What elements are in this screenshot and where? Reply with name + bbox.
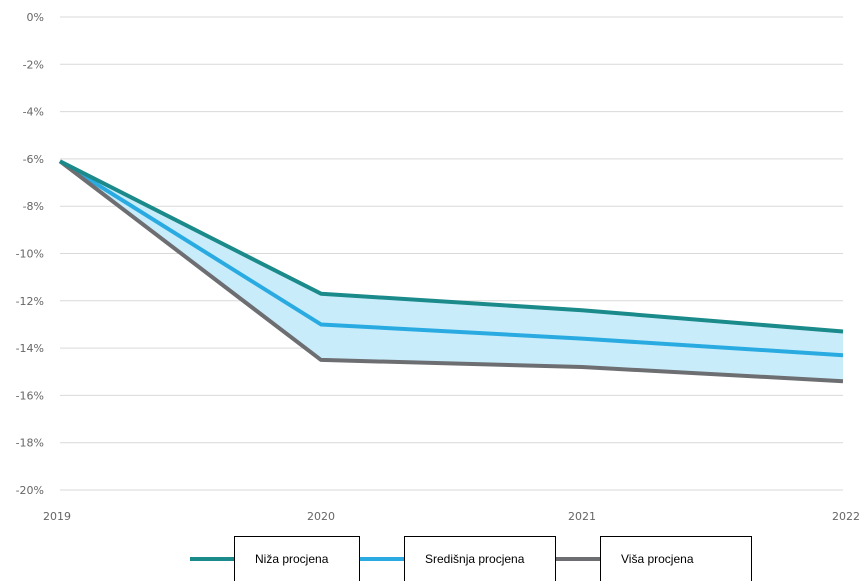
y-tick-label: -8% xyxy=(23,200,44,213)
legend: Niža procjena Središnja procjena Viša pr… xyxy=(190,536,752,581)
y-tick-label: -10% xyxy=(16,248,44,261)
series-line-low xyxy=(59,159,844,334)
legend-label-central: Središnja procjena xyxy=(404,536,556,581)
y-tick-label: -2% xyxy=(23,58,44,71)
x-tick-label: 2022 xyxy=(832,510,860,523)
y-tick-label: -16% xyxy=(16,389,44,402)
x-axis-ticks: 2019 2020 2021 2022 xyxy=(43,510,860,523)
y-tick-label: 0% xyxy=(27,11,44,24)
y-tick-label: -14% xyxy=(16,342,44,355)
legend-label-high: Viša procjena xyxy=(600,536,752,581)
x-tick-label: 2019 xyxy=(43,510,71,523)
series-lines xyxy=(58,159,844,384)
legend-label-low: Niža procjena xyxy=(234,536,360,581)
x-tick-label: 2021 xyxy=(568,510,596,523)
y-tick-label: -18% xyxy=(16,437,44,450)
legend-swatch-high xyxy=(556,556,600,561)
gridlines xyxy=(60,16,843,491)
y-tick-label: -6% xyxy=(23,153,44,166)
estimate-range-band xyxy=(60,161,843,382)
x-tick-label: 2020 xyxy=(307,510,335,523)
series-line-high xyxy=(58,159,844,384)
line-chart: 0% -2% -4% -6% -8% -10% -12% -14% -16% -18% -20% 2… xyxy=(16,11,860,523)
legend-item-central: Središnja procjena xyxy=(360,536,556,581)
y-tick-label: -12% xyxy=(16,295,44,308)
y-tick-label: -4% xyxy=(23,106,44,119)
legend-swatch-low xyxy=(190,556,234,561)
series-line-central xyxy=(58,159,844,358)
legend-swatch-central xyxy=(360,556,404,561)
y-tick-label: -20% xyxy=(16,484,44,497)
y-axis-ticks: 0% -2% -4% -6% -8% -10% -12% -14% -16% -18% -20% xyxy=(16,11,44,497)
legend-item-high: Viša procjena xyxy=(556,536,752,581)
legend-item-low: Niža procjena xyxy=(190,536,360,581)
